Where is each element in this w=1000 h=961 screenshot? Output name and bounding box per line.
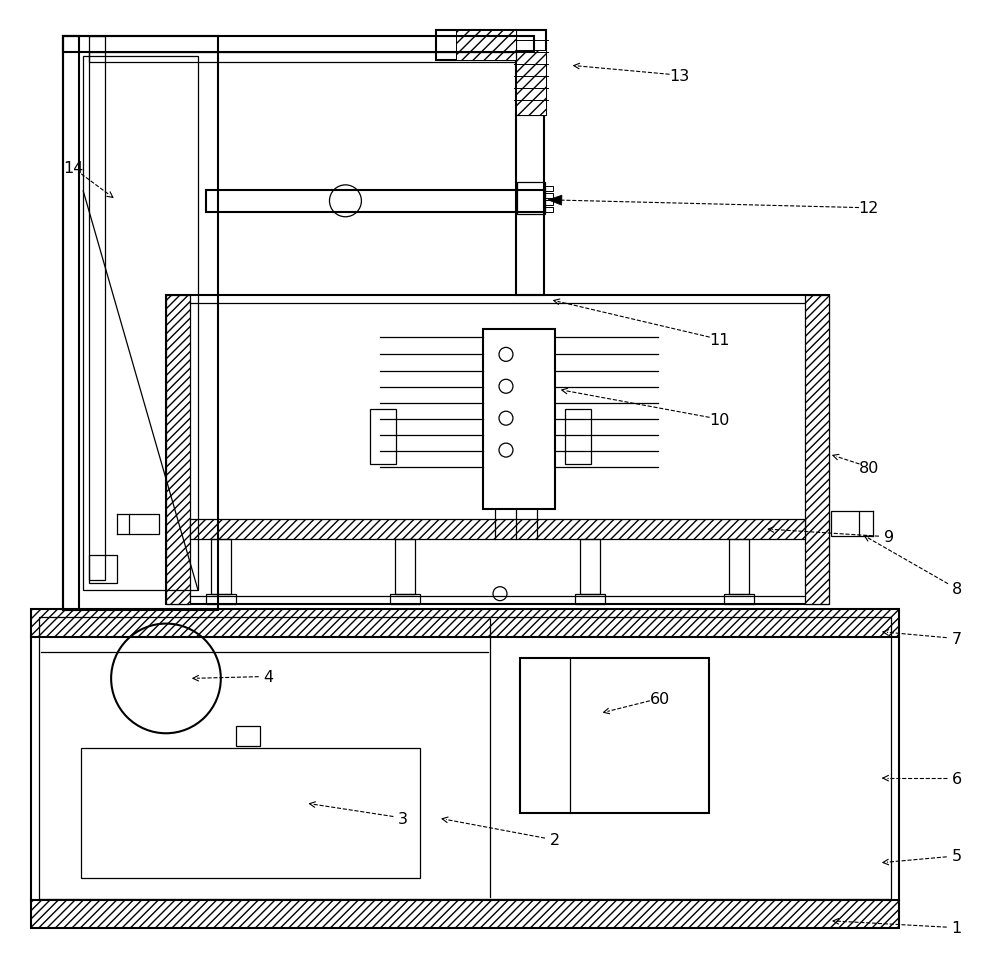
Bar (575, 594, 605, 604)
Bar (456, 32, 516, 62)
Text: 5: 5 (952, 849, 962, 864)
Bar (89, 555, 117, 583)
Bar (166, 295, 190, 604)
Bar (520, 659, 709, 813)
Bar (565, 409, 591, 464)
Text: 14: 14 (63, 161, 83, 176)
Text: 11: 11 (709, 333, 730, 348)
Bar (63, 37, 218, 610)
Bar (370, 409, 396, 464)
Bar (206, 594, 236, 604)
Bar (63, 37, 534, 53)
Bar (390, 594, 420, 604)
Bar (580, 539, 600, 594)
Bar (517, 183, 545, 214)
Bar (545, 193, 553, 199)
Text: 4: 4 (264, 669, 274, 684)
Bar (831, 511, 859, 536)
Text: 2: 2 (550, 832, 560, 848)
Polygon shape (548, 196, 562, 206)
Bar (395, 539, 415, 594)
Text: 3: 3 (398, 811, 408, 825)
Bar (81, 749, 420, 878)
Text: 9: 9 (884, 530, 894, 545)
Text: 7: 7 (952, 631, 962, 647)
Bar (89, 37, 105, 580)
Bar (206, 190, 545, 212)
Bar (83, 57, 198, 590)
Bar (236, 727, 260, 747)
Text: 13: 13 (669, 68, 690, 84)
Bar (516, 116, 544, 295)
Bar (516, 32, 546, 116)
Bar (516, 51, 546, 116)
Text: 1: 1 (952, 921, 962, 935)
Bar (724, 594, 754, 604)
Text: 10: 10 (709, 412, 730, 428)
Text: 8: 8 (952, 581, 962, 597)
Text: 12: 12 (859, 201, 879, 216)
Bar (63, 37, 79, 610)
Bar (166, 295, 829, 604)
Bar (31, 899, 899, 927)
Bar (545, 186, 553, 191)
Text: 80: 80 (859, 460, 879, 475)
Bar (129, 514, 159, 534)
Bar (545, 208, 553, 212)
Bar (545, 201, 553, 206)
Bar (39, 617, 891, 899)
Bar (31, 609, 899, 637)
Bar (729, 539, 749, 594)
Text: 60: 60 (649, 691, 670, 706)
Bar (89, 53, 516, 63)
Bar (483, 330, 555, 509)
Bar (211, 539, 231, 594)
Bar (190, 519, 805, 539)
Bar (436, 32, 516, 62)
Bar (805, 295, 829, 604)
Text: 6: 6 (952, 771, 962, 786)
